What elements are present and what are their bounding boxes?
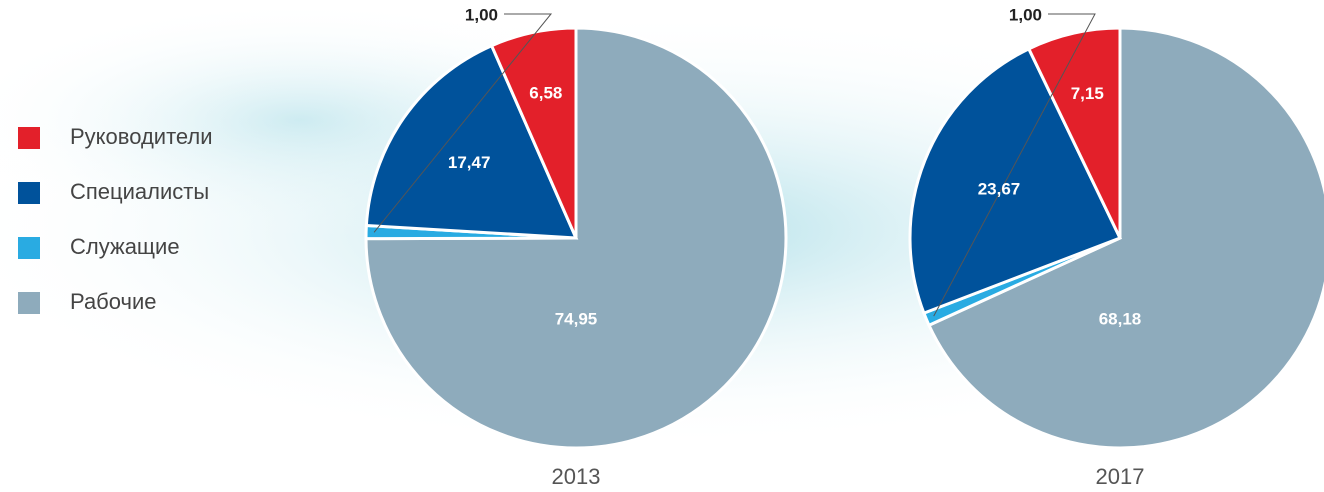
chart-title: 2013 (552, 464, 601, 489)
legend-label: Руководители (70, 124, 213, 149)
legend-swatch (18, 237, 40, 259)
legend-swatch (18, 182, 40, 204)
data-label: 23,67 (978, 179, 1021, 198)
legend-swatch (18, 292, 40, 314)
chart-title: 2017 (1096, 464, 1145, 489)
pie-slice (926, 26, 1324, 450)
data-label: 6,58 (529, 84, 562, 103)
data-label: 1,00 (465, 5, 498, 24)
data-label: 17,47 (448, 153, 491, 172)
leader-line (373, 13, 553, 233)
pie-slice (364, 26, 788, 450)
pie-slice (489, 26, 578, 239)
data-label: 7,15 (1071, 84, 1104, 103)
pie-slice (364, 43, 579, 240)
pie-slice (908, 46, 1123, 316)
legend-swatch (18, 127, 40, 149)
legend-label: Рабочие (70, 289, 157, 314)
data-label: 74,95 (555, 309, 598, 328)
data-label: 68,18 (1099, 309, 1142, 328)
legend-label: Специалисты (70, 179, 209, 204)
data-label: 1,00 (1009, 5, 1042, 24)
leader-line (933, 13, 1096, 317)
pie-slice (1026, 26, 1122, 239)
legend-label: Служащие (70, 234, 180, 259)
legend: Руководители Специалисты Служащие Рабочие (18, 124, 213, 314)
